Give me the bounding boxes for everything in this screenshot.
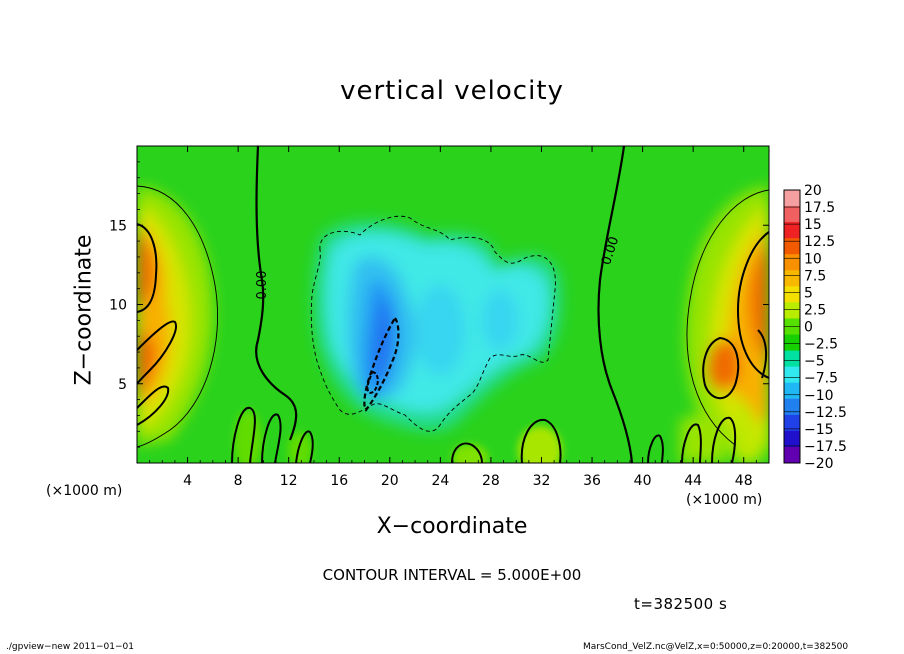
colorbar-swatch [784, 254, 800, 271]
colorbar-swatch [784, 190, 800, 207]
colorbar-swatch [784, 414, 800, 432]
colorbar-swatch [784, 302, 800, 319]
colorbar-label: 2.5 [804, 302, 826, 318]
colorbar-swatch [784, 206, 800, 223]
colorbar-swatch [784, 222, 800, 239]
colorbar-label: 20 [804, 183, 822, 199]
colorbar-label: −7.5 [804, 371, 838, 387]
colorbar-swatch [784, 382, 800, 400]
colorbar-label: −20 [804, 456, 834, 472]
colorbar-label: −15 [804, 422, 834, 438]
colorbar-label: −2.5 [804, 337, 838, 353]
x-tick-label: 24 [431, 473, 449, 489]
y-axis-ticks: 5 10 15 [109, 161, 769, 448]
x-tick-label: 4 [183, 473, 192, 489]
x-tick-label: 48 [735, 473, 753, 489]
x-tick-label: 36 [583, 473, 601, 489]
colorbar-swatch [784, 398, 800, 416]
x-tick-label: 28 [482, 473, 500, 489]
x-tick-label: 44 [684, 473, 702, 489]
colorbar-label: −17.5 [804, 439, 847, 455]
y-tick-label: 5 [118, 377, 127, 393]
contour-lines [137, 146, 769, 463]
heatmap-field [137, 146, 769, 463]
contour-label-left: 0.00 [255, 271, 270, 300]
x-axis-label: X−coordinate [376, 514, 528, 539]
y-axis-label: Z−coordinate [71, 234, 97, 386]
footer-right-text: MarsCond_VelZ.nc@VelZ,x=0:50000,z=0:2000… [583, 642, 849, 652]
chart-title: vertical velocity [340, 76, 564, 106]
x-tick-label: 16 [330, 473, 348, 489]
colorbar-label: 0 [804, 320, 813, 336]
colorbar-label: 12.5 [804, 234, 835, 250]
y-tick-label: 15 [109, 218, 127, 234]
colorbar-swatch [784, 366, 800, 384]
colorbar-label: 17.5 [804, 200, 835, 216]
x-unit-label-left: (×1000 m) [46, 483, 123, 499]
colorbar-label: 15 [804, 217, 822, 233]
x-axis-ticks: 4 8 12 16 20 24 28 32 36 40 44 48 [149, 146, 757, 489]
colorbar-label: −12.5 [804, 405, 847, 421]
time-label: t=382500 s [634, 595, 728, 613]
x-tick-label: 8 [234, 473, 243, 489]
x-tick-label: 20 [381, 473, 399, 489]
contour-interval-label: CONTOUR INTERVAL = 5.000E+00 [322, 566, 582, 584]
colorbar-swatch [784, 350, 800, 368]
colorbar-swatch [784, 446, 800, 464]
x-unit-label-right: (×1000 m) [686, 492, 763, 508]
colorbar-label: −10 [804, 388, 834, 404]
colorbar-label: −5 [804, 354, 825, 370]
colorbar-label: 7.5 [804, 268, 826, 284]
x-tick-label: 40 [634, 473, 652, 489]
colorbar-swatch [784, 334, 800, 352]
colorbar-swatch [784, 286, 800, 303]
x-tick-label: 32 [533, 473, 551, 489]
colorbar-swatch [784, 238, 800, 255]
x-tick-label: 12 [280, 473, 298, 489]
y-tick-label: 10 [109, 298, 127, 314]
colorbar-swatch [784, 430, 800, 448]
footer-left-text: ./gpview−new 2011−01−01 [6, 642, 134, 652]
colorbar-label: 5 [804, 285, 813, 301]
colorbar-label: 10 [804, 251, 822, 267]
colorbar-swatch [784, 270, 800, 287]
